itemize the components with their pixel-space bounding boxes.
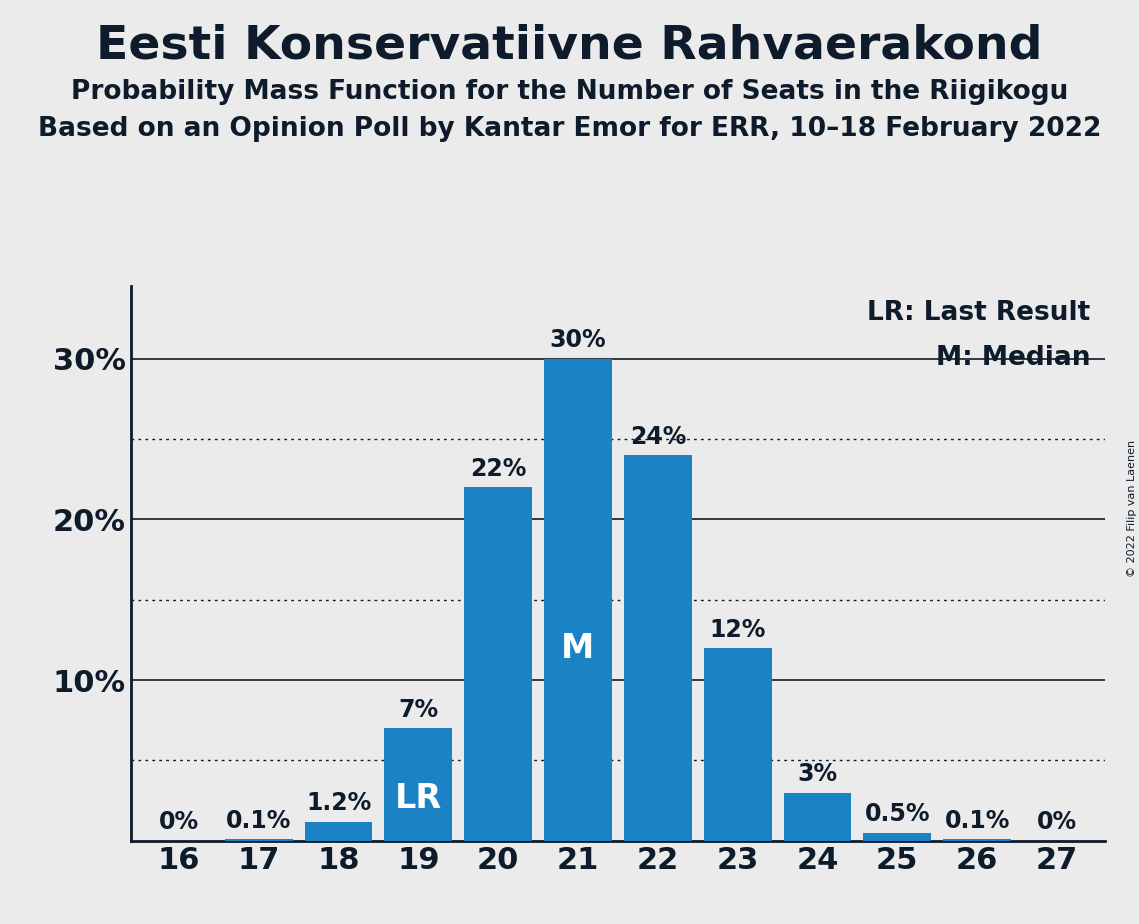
Text: Based on an Opinion Poll by Kantar Emor for ERR, 10–18 February 2022: Based on an Opinion Poll by Kantar Emor … [38,116,1101,141]
Bar [465,487,532,841]
Text: 22%: 22% [470,456,526,480]
Bar [624,456,691,841]
Text: 0.1%: 0.1% [944,808,1010,833]
Text: 30%: 30% [550,328,606,352]
Text: Eesti Konservatiivne Rahvaerakond: Eesti Konservatiivne Rahvaerakond [97,23,1042,68]
Text: 0.1%: 0.1% [226,808,292,833]
Text: 0%: 0% [1036,810,1077,834]
Bar [224,839,293,841]
Text: M: Median: M: Median [936,345,1090,371]
Text: 3%: 3% [797,762,837,786]
Text: LR: LR [395,782,442,815]
Text: 7%: 7% [399,698,439,722]
Text: 0.5%: 0.5% [865,802,931,826]
Text: 0%: 0% [158,810,199,834]
Text: M: M [562,631,595,664]
Bar [385,728,452,841]
Bar [863,833,932,841]
Bar [943,839,1011,841]
Bar [304,821,372,841]
Text: LR: Last Result: LR: Last Result [867,300,1090,326]
Text: 12%: 12% [710,617,765,641]
Bar [704,648,771,841]
Text: © 2022 Filip van Laenen: © 2022 Filip van Laenen [1126,440,1137,577]
Bar [544,359,612,841]
Text: 1.2%: 1.2% [306,791,371,815]
Text: Probability Mass Function for the Number of Seats in the Riigikogu: Probability Mass Function for the Number… [71,79,1068,104]
Text: 24%: 24% [630,425,686,449]
Bar [784,793,851,841]
